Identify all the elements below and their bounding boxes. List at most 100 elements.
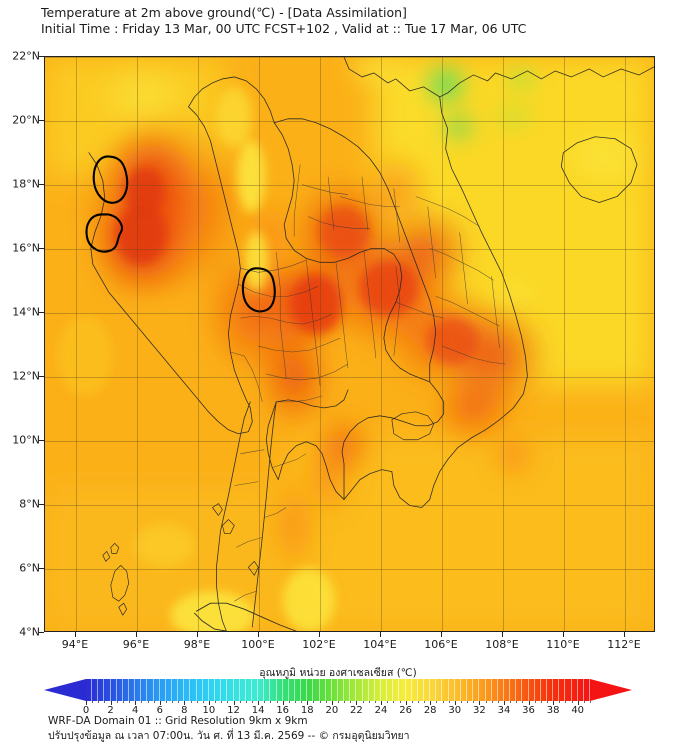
colorbar-segment <box>412 679 418 701</box>
colorbar-segment <box>375 679 382 701</box>
colorbar-segment <box>234 679 240 701</box>
colorbar-segment <box>178 679 185 701</box>
colorbar-tick-label: 14 <box>251 705 265 716</box>
colorbar-segment <box>529 679 535 701</box>
gridline-horizontal <box>45 249 654 250</box>
colorbar-tick-minor <box>344 701 346 703</box>
colorbar-tick-label: 30 <box>448 705 462 716</box>
colorbar-tick-major <box>528 701 530 705</box>
x-axis-label: 106°E <box>424 638 458 651</box>
colorbar-tick-label: 8 <box>181 705 188 716</box>
colorbar-scale[interactable] <box>86 679 590 701</box>
gridline-horizontal <box>45 185 654 186</box>
colorbar-segment <box>147 679 154 701</box>
y-axis-tick <box>39 568 44 569</box>
temperature-field <box>45 57 654 631</box>
colorbar-segment <box>172 679 179 701</box>
colorbar-segment <box>92 679 99 701</box>
gridline-horizontal <box>45 377 654 378</box>
colorbar-segment <box>479 679 486 701</box>
colorbar-tick-major <box>184 701 186 705</box>
gridline-vertical <box>259 57 260 631</box>
colorbar-under-arrow <box>44 679 86 701</box>
colorbar-tick-minor <box>393 701 395 703</box>
colorbar-tick-label: 18 <box>300 705 314 716</box>
figure-subtitle: Initial Time : Friday 13 Mar, 00 UTC FCS… <box>41 21 527 36</box>
colorbar-segment <box>565 679 572 701</box>
colorbar-tick-label: 10 <box>202 705 216 716</box>
colorbar-tick-minor <box>325 701 327 703</box>
x-axis-label: 96°E <box>122 638 150 651</box>
colorbar-tick-minor <box>534 701 536 703</box>
colorbar-tick-minor <box>116 701 118 703</box>
colorbar-tick-minor <box>245 701 247 703</box>
colorbar-segment <box>135 679 142 701</box>
y-axis-tick <box>39 632 44 633</box>
colorbar-tick-minor <box>491 701 493 703</box>
colorbar-tick-label: 40 <box>571 705 585 716</box>
colorbar-segment <box>344 679 351 701</box>
colorbar-tick-minor <box>467 701 469 703</box>
colorbar-tick-minor <box>98 701 100 703</box>
colorbar-tick-minor <box>172 701 173 703</box>
colorbar-segment <box>246 679 252 701</box>
colorbar-tick-label: 36 <box>522 705 535 716</box>
colorbar-segment <box>486 679 492 701</box>
colorbar-tick-minor <box>301 701 303 703</box>
colorbar-segment <box>221 679 228 701</box>
colorbar-tick-minor <box>368 701 370 703</box>
colorbar-tick-minor <box>350 701 352 703</box>
gridline-vertical <box>625 57 626 631</box>
colorbar-tick-minor <box>221 701 223 703</box>
colorbar-segment <box>547 679 554 701</box>
colorbar-segment <box>98 679 105 701</box>
gridline-vertical <box>381 57 382 631</box>
colorbar-segment <box>197 679 203 701</box>
colorbar-segment <box>215 679 222 701</box>
colorbar-tick-label: 38 <box>546 705 560 716</box>
y-axis-label: 8°N <box>19 497 40 511</box>
colorbar-tick-label: 4 <box>132 705 139 716</box>
colorbar[interactable]: 0 2 4 6 8 10 12 14 16 18 20 22 24 26 28 30 32 34 36 38 40 <box>44 679 632 716</box>
colorbar-segment <box>387 679 394 701</box>
colorbar-segment <box>154 679 160 701</box>
y-axis-tick <box>39 504 44 505</box>
colorbar-segment <box>277 679 283 701</box>
colorbar-tick-minor <box>319 701 321 703</box>
map-plot-area[interactable] <box>44 56 655 632</box>
colorbar-tick-minor <box>313 701 315 703</box>
colorbar-segment <box>350 679 357 701</box>
colorbar-segment <box>393 679 400 701</box>
colorbar-segment <box>283 679 289 701</box>
y-axis-label: 18°N <box>12 177 40 191</box>
colorbar-segment <box>381 679 388 701</box>
colorbar-tick-minor <box>196 701 198 703</box>
colorbar-over-arrow <box>590 679 632 701</box>
colorbar-segment <box>430 679 437 701</box>
colorbar-segment <box>289 679 295 701</box>
x-axis-tick <box>380 632 381 637</box>
gridline-horizontal <box>45 569 654 570</box>
colorbar-tick-minor <box>571 701 573 703</box>
y-axis-tick <box>39 440 44 441</box>
colorbar-tick-major <box>86 701 87 705</box>
colorbar-tick-major <box>208 701 210 705</box>
colorbar-segment <box>559 679 566 701</box>
colorbar-tick-minor <box>510 701 512 703</box>
colorbar-tick-minor <box>460 701 462 703</box>
colorbar-segment <box>455 679 461 701</box>
footer-model-info: WRF-DA Domain 01 :: Grid Resolution 9km … <box>48 715 308 727</box>
gridline-vertical <box>564 57 565 631</box>
colorbar-tick-major <box>430 701 432 705</box>
colorbar-tick-label: 22 <box>350 705 363 716</box>
colorbar-tick-minor <box>165 701 167 703</box>
x-axis-tick <box>136 632 137 637</box>
colorbar-tick-minor <box>227 701 229 703</box>
colorbar-segment <box>160 679 166 701</box>
colorbar-segment <box>473 679 480 701</box>
colorbar-tick-major <box>307 701 309 705</box>
colorbar-tick-minor <box>497 701 499 703</box>
x-axis-tick <box>197 632 198 637</box>
colorbar-tick-major <box>159 701 161 705</box>
colorbar-tick-minor <box>522 701 524 703</box>
